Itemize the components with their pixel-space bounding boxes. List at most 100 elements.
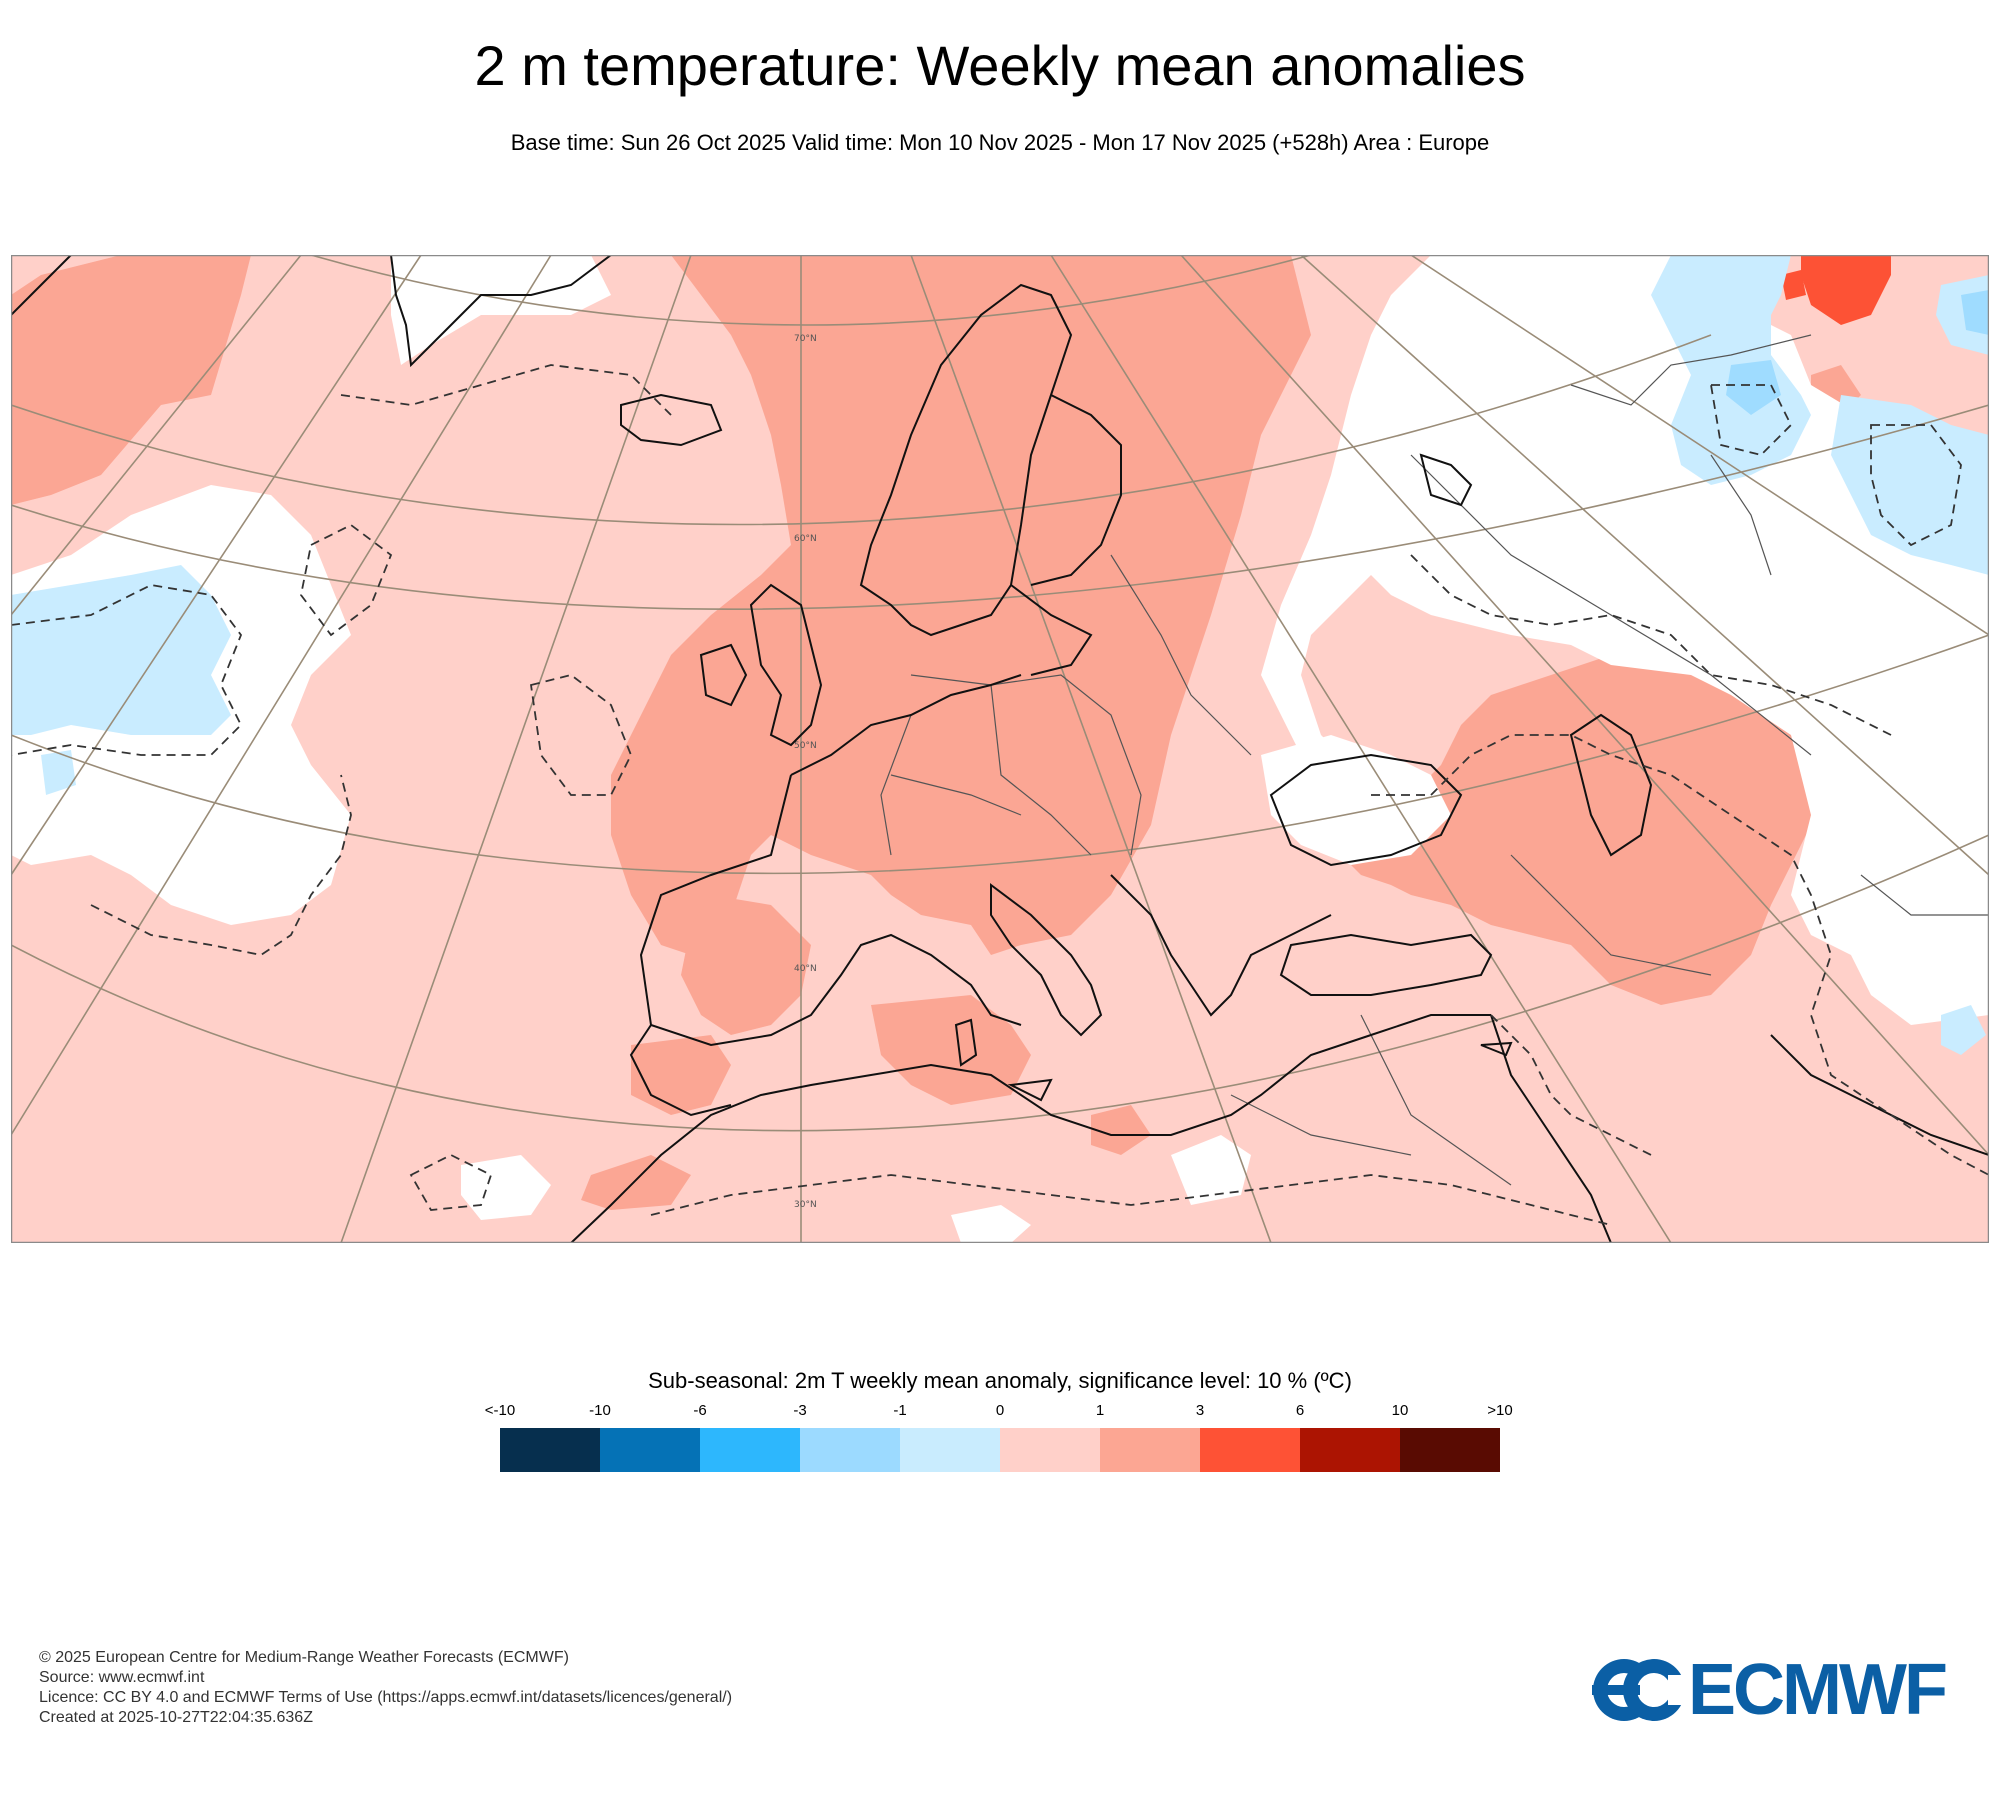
meridian-20w bbox=[11, 255, 552, 1136]
cool-region-atlantic bbox=[11, 565, 231, 735]
legend-tick: 6 bbox=[1295, 1402, 1305, 1419]
coast-balkans-greece bbox=[1110, 874, 1332, 1017]
warm-region-north-africa-1 bbox=[631, 1035, 731, 1115]
legend-swatch bbox=[800, 1428, 900, 1472]
legend-tick: 0 bbox=[995, 1402, 1005, 1419]
meridian-40w bbox=[11, 255, 302, 616]
chart-subtitle: Base time: Sun 26 Oct 2025 Valid time: M… bbox=[510, 130, 1490, 155]
meridian-10w bbox=[340, 255, 692, 1243]
strong-warm-regions bbox=[1781, 255, 1891, 325]
coast-continental bbox=[639, 674, 1022, 1047]
legend-swatch bbox=[600, 1428, 700, 1472]
legend-swatch bbox=[900, 1428, 1000, 1472]
coast-iceland bbox=[620, 393, 723, 447]
coast-british-isles bbox=[699, 583, 823, 747]
legend-tick: -10 bbox=[589, 1402, 611, 1419]
legend-tick: <-10 bbox=[484, 1402, 516, 1419]
contour-middle-east bbox=[1371, 734, 1989, 1176]
legend-swatch bbox=[1400, 1428, 1500, 1472]
chart-title: 2 m temperature: Weekly mean anomalies bbox=[474, 34, 1526, 97]
coast-novaya bbox=[1419, 453, 1473, 507]
color-legend: <-10 -10 -6 -3 -1 0 1 3 6 10 >10 bbox=[485, 1402, 1513, 1474]
coast-greenland-west bbox=[11, 255, 72, 316]
legend-title: Sub-seasonal: 2m T weekly mean anomaly, … bbox=[648, 1368, 1352, 1393]
footer-licence: Licence: CC BY 4.0 and ECMWF Terms of Us… bbox=[39, 1689, 733, 1706]
contour-russia-ne bbox=[1709, 384, 1793, 456]
legend-tick: -1 bbox=[893, 1402, 907, 1419]
parallel-70n bbox=[310, 255, 1312, 326]
contour-russia bbox=[1410, 554, 1892, 736]
strong-warm-ne bbox=[1801, 255, 1891, 325]
legend-tick: 3 bbox=[1195, 1402, 1205, 1419]
coast-black-sea bbox=[1269, 753, 1463, 867]
coast-finland-baltic bbox=[1010, 394, 1122, 676]
parallel-60n bbox=[11, 334, 1712, 526]
graticule bbox=[11, 255, 1989, 1243]
coast-persian-gulf bbox=[1770, 1034, 1989, 1156]
legend-tick: -6 bbox=[693, 1402, 707, 1419]
lat-label-40: 40°N bbox=[794, 964, 817, 974]
coast-italy bbox=[990, 883, 1103, 1037]
coast-turkey bbox=[1279, 933, 1493, 996]
legend-tick: >10 bbox=[1487, 1402, 1513, 1419]
anomaly-map[interactable]: 70°N 60°N 50°N 40°N 30°N bbox=[11, 255, 1989, 1243]
parallel-50n bbox=[11, 404, 1989, 610]
cool-region-atlantic-patch bbox=[41, 750, 76, 795]
latitude-labels: 70°N 60°N 50°N 40°N 30°N bbox=[794, 334, 817, 1210]
legend-tick: 10 bbox=[1391, 1402, 1409, 1419]
warm-region-north-africa-2 bbox=[871, 995, 1031, 1105]
border-lines-2 bbox=[1230, 454, 1812, 1186]
legend-tick: 1 bbox=[1095, 1402, 1105, 1419]
cooler-anomaly-regions bbox=[1726, 290, 1989, 415]
warm-region-north-africa-3 bbox=[1091, 1105, 1151, 1155]
cooler-region-ne bbox=[1961, 290, 1989, 335]
neutral-region-sahara-east bbox=[1171, 1135, 1251, 1205]
border-lines-1 bbox=[880, 554, 1252, 856]
coast-sardinia bbox=[954, 1018, 978, 1067]
ecmwf-logo-text: ECMWF bbox=[1688, 1650, 1948, 1730]
warm-region-greenland-sw bbox=[11, 255, 251, 505]
meridian-30e bbox=[1180, 255, 1989, 1156]
footer: © 2025 European Centre for Medium-Range … bbox=[39, 1648, 732, 1728]
legend-swatch bbox=[1000, 1428, 1100, 1472]
neutral-region-sahara-south bbox=[951, 1205, 1031, 1243]
cool-region-central-asia bbox=[1941, 1005, 1986, 1055]
border-lines-3 bbox=[1570, 334, 1989, 916]
legend-swatch bbox=[1300, 1428, 1400, 1472]
legend-tick: -3 bbox=[793, 1402, 807, 1419]
footer-source: Source: www.ecmwf.int bbox=[39, 1669, 205, 1686]
warm-region-iberia bbox=[681, 895, 811, 1035]
contour-greenland bbox=[340, 364, 672, 416]
lat-label-70: 70°N bbox=[794, 334, 817, 344]
lat-label-60: 60°N bbox=[794, 534, 817, 544]
contour-sahara bbox=[1490, 1014, 1652, 1156]
ecmwf-logo[interactable]: ECMWF bbox=[1588, 1650, 1964, 1730]
coast-cyprus bbox=[1480, 1041, 1513, 1057]
meridian-40e bbox=[1300, 255, 1989, 876]
footer-created: Created at 2025-10-27T22:04:35.636Z bbox=[39, 1709, 313, 1726]
map-frame bbox=[11, 255, 1989, 1243]
meridian-10e bbox=[910, 255, 1272, 1243]
contour-atlantic-south bbox=[90, 774, 352, 956]
neutral-region-russia bbox=[1261, 255, 1989, 1025]
map-canvas: 70°N 60°N 50°N 40°N 30°N bbox=[11, 255, 1989, 1243]
coastlines bbox=[11, 255, 1989, 1243]
coast-africa bbox=[570, 1014, 1491, 1243]
ecmwf-logo-icon bbox=[1592, 1659, 1685, 1721]
country-borders bbox=[880, 334, 1989, 1186]
coast-greenland-east bbox=[390, 255, 612, 368]
contour-canary bbox=[409, 1153, 493, 1211]
legend-swatch bbox=[700, 1428, 800, 1472]
coast-iberia bbox=[629, 1024, 732, 1117]
significance-contours bbox=[11, 364, 1989, 1226]
warm-region-morocco bbox=[581, 1155, 691, 1210]
cooler-region-russia bbox=[1726, 360, 1781, 415]
lat-label-30: 30°N bbox=[794, 1200, 817, 1210]
legend-swatch bbox=[1200, 1428, 1300, 1472]
footer-copyright: © 2025 European Centre for Medium-Range … bbox=[39, 1649, 569, 1666]
contour-atlantic-west bbox=[11, 584, 243, 756]
contour-north-africa bbox=[650, 1174, 1612, 1226]
legend-swatch bbox=[500, 1428, 600, 1472]
parallel-30n bbox=[11, 834, 1989, 1132]
legend-swatch bbox=[1100, 1428, 1200, 1472]
